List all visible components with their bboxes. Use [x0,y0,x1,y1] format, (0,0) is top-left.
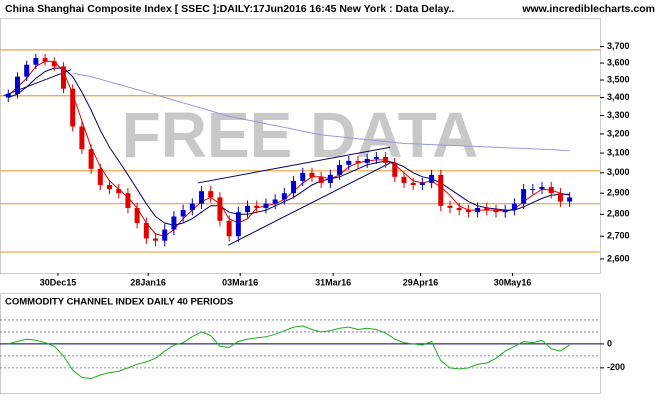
candle-body [548,187,554,194]
candle-body [465,210,471,213]
candle-body [567,197,573,202]
x-tick-label: 29Apr16 [403,277,439,287]
trend-line [227,162,391,246]
candle-body [116,189,122,194]
candle-body [235,212,241,237]
candle-body [484,207,490,211]
candle-body [24,64,30,77]
candle-body [5,93,11,98]
candle-body [511,203,517,211]
candle-body [189,203,195,211]
watermark: FREE DATA [122,99,479,171]
candle-body [245,205,251,213]
candle-body [456,207,462,211]
candle-body [447,205,453,208]
candle-body [208,191,214,198]
candle-body [373,156,379,159]
y-tick-label: 3,500 [607,74,630,84]
candle-body [51,61,57,67]
y-tick-label: 3,200 [607,128,630,138]
candle-body [107,184,113,190]
candle-body [346,160,352,165]
candle-body [337,164,343,175]
y-tick-label: 3,300 [607,110,630,120]
candle-body [14,76,20,94]
candle-body [42,58,48,62]
trend-line [197,146,391,184]
candle-body [226,220,232,237]
candle-body [401,176,407,183]
candle-body [493,210,499,213]
candle-body [254,205,260,208]
source: www.incrediblecharts.com [521,3,655,15]
candle-body [419,182,425,185]
candle-body [60,66,66,89]
trend-line [3,69,72,97]
y-tick-label: 2,700 [607,231,630,241]
candle-body [143,223,149,239]
candle-body [392,162,398,177]
candle-body [429,174,435,183]
candle-body [318,176,324,183]
candle-body [171,216,177,230]
candle-body [180,210,186,217]
candle-body [521,189,527,204]
candle-body [272,199,278,204]
x-tick-label: 28Jan16 [130,277,166,287]
y-tick-label: 3,100 [607,147,630,157]
x-tick-label: 30Dec15 [40,277,77,287]
y-tick-label: 3,700 [607,41,630,51]
y-tick-label: 0 [607,338,612,348]
candle-body [281,193,287,200]
x-tick-label: 31Mar16 [315,277,351,287]
cci-line [8,325,570,380]
candle-body [383,156,389,163]
candle-body [125,193,131,208]
candle-body [88,149,94,169]
moving-average [72,72,570,152]
candle-body [355,160,361,163]
y-tick-label: 2,600 [607,253,630,263]
y-tick-label: -200 [607,362,625,372]
candle-body [309,172,315,177]
y-tick-label: 3,400 [607,92,630,102]
candle-body [70,88,76,127]
x-tick-label: 30May16 [494,277,532,287]
candle-body [153,238,159,241]
candle-body [134,207,140,224]
candle-body [300,172,306,181]
chart-title: China Shanghai Composite Index [ SSEC ]:… [5,3,454,15]
cci-title: COMMODITY CHANNEL INDEX DAILY 40 PERIODS [5,297,233,308]
candle-body [410,182,416,185]
candle-body [539,187,545,190]
y-tick-label: 3,000 [607,167,630,177]
candle-body [97,168,103,185]
y-tick-label: 2,900 [607,188,630,198]
candle-body [364,158,370,163]
candle-body [475,207,481,213]
candle-body [291,180,297,194]
price-panel [0,18,601,274]
candle-body [438,174,444,206]
y-tick-label: 2,800 [607,209,630,219]
candle-body [217,197,223,221]
candle-body [530,189,536,191]
candle-body [79,126,85,150]
candle-body [557,193,563,202]
candle-body [502,210,508,213]
x-tick-label: 03Mar16 [222,277,258,287]
candle-body [199,191,205,204]
candle-body [162,229,168,241]
candle-body [263,203,269,208]
candle-body [327,174,333,183]
moving-average [8,67,570,226]
y-tick-label: 3,600 [607,57,630,67]
candle-body [33,58,39,65]
